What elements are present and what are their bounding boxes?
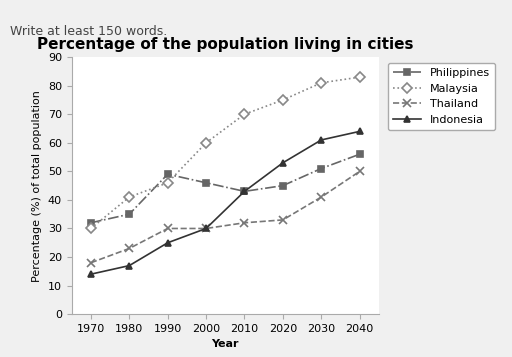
Title: Percentage of the population living in cities: Percentage of the population living in c…: [37, 37, 414, 52]
Legend: Philippines, Malaysia, Thailand, Indonesia: Philippines, Malaysia, Thailand, Indones…: [388, 63, 496, 130]
Y-axis label: Percentage (%) of total population: Percentage (%) of total population: [32, 90, 42, 282]
Text: Write at least 150 words.: Write at least 150 words.: [10, 25, 167, 38]
X-axis label: Year: Year: [211, 340, 239, 350]
